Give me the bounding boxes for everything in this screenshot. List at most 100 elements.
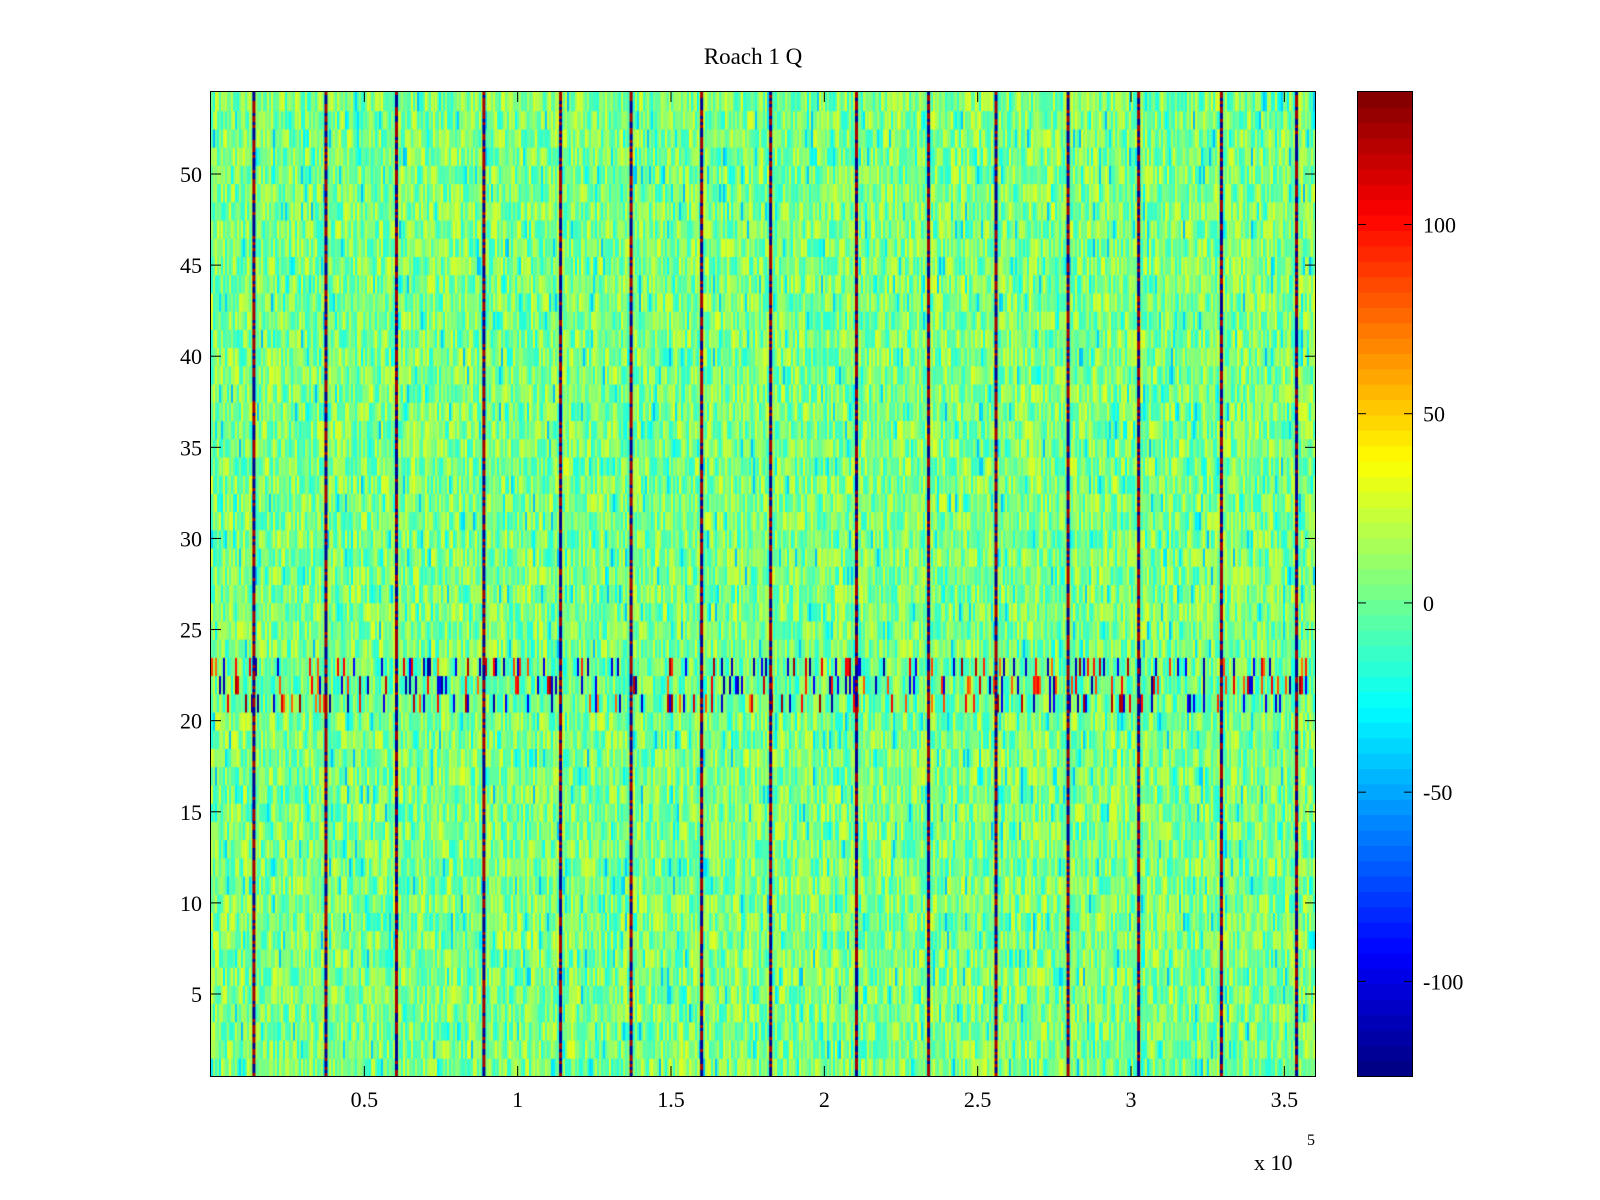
colorbar-tick-label: -100 [1423,969,1463,994]
colorbar-swatch [1358,184,1412,201]
y-tick-label: 15 [180,800,202,825]
colorbar-swatch [1358,891,1412,908]
x-axis-multiplier: x 10 5 [1254,1132,1315,1175]
colorbar-swatch [1358,876,1412,893]
colorbar-swatch [1358,168,1412,185]
x-tick-label: 2 [819,1087,830,1112]
plot-area: 0.5 1 1.5 2 2.5 3 3.5 5 10 15 20 25 30 35 40 45 50 [180,91,1316,1112]
colorbar-tick-label: 100 [1423,212,1456,237]
colorbar-swatch [1358,399,1412,416]
colorbar-swatch [1358,768,1412,785]
plot-frame [210,91,1316,1077]
colorbar-swatch [1358,430,1412,447]
colorbar-swatch [1358,107,1412,124]
x-tick-label: 3.5 [1271,1087,1299,1112]
colorbar-swatch [1358,491,1412,508]
y-tick-label: 45 [180,253,202,278]
x-tick-label: 1 [512,1087,523,1112]
colorbar-swatch [1358,737,1412,754]
colorbar-swatch [1358,584,1412,600]
colorbar-swatch [1358,276,1412,293]
colorbar-swatch [1358,215,1412,231]
colorbar-swatch [1358,122,1412,139]
colorbar-swatch [1358,1029,1412,1046]
colorbar-swatch [1358,476,1412,493]
colorbar-swatch [1358,799,1412,816]
x-tick-label: 1.5 [657,1087,685,1112]
x-tick-label: 3 [1126,1087,1137,1112]
colorbar-swatch [1358,568,1412,585]
colorbar-swatch [1358,630,1412,647]
colorbar-swatch [1358,1014,1412,1031]
x-tick-label: 0.5 [351,1087,379,1112]
colorbar-swatch [1358,384,1412,401]
colorbar-swatch [1358,291,1412,308]
colorbar-swatch [1358,906,1412,923]
colorbar-ticks: -100 -50 0 50 100 [1358,212,1463,994]
colorbar-swatch [1358,676,1412,693]
colorbar-swatch [1358,830,1412,846]
colorbar-swatch [1358,445,1412,462]
colorbar-swatch [1358,783,1412,800]
colorbar-swatch [1358,230,1412,247]
colorbar-swatch [1358,338,1412,354]
heatmap-raster [211,92,1315,1076]
colorbar-tick-label: 50 [1423,402,1445,427]
y-tick-label: 35 [180,435,202,460]
colorbar-swatch [1358,92,1412,108]
colorbar-swatch [1358,153,1412,170]
colorbar-swatch [1358,1060,1412,1077]
y-tick-label: 5 [191,982,202,1007]
y-tick-label: 50 [180,162,202,187]
colorbar-swatch [1358,983,1412,1000]
colorbar-swatch [1358,753,1412,770]
x-axis-ticks: 0.5 1 1.5 2 2.5 3 3.5 [351,92,1299,1112]
colorbar-swatch [1358,353,1412,370]
colorbar-swatch [1358,261,1412,278]
colorbar-swatch [1358,414,1412,431]
colorbar-swatch [1358,968,1412,985]
chart-title: Roach 1 Q [704,44,803,69]
colorbar-swatch [1358,660,1412,677]
colorbar-swatch [1358,1045,1412,1062]
colorbar-swatch [1358,461,1412,477]
colorbar-swatch [1358,953,1412,969]
y-tick-label: 30 [180,526,202,551]
colorbar-swatch [1358,845,1412,862]
colorbar-swatch [1358,599,1412,616]
colorbar-tick-label: 0 [1423,591,1434,616]
colorbar-swatch [1358,138,1412,155]
colorbar-swatch [1358,307,1412,324]
colorbar-swatch [1358,507,1412,524]
colorbar-swatch [1358,553,1412,570]
colorbar-swatch [1358,614,1412,631]
x-multiplier-base: x 10 [1254,1150,1293,1175]
colorbar-swatch [1358,645,1412,662]
x-multiplier-exponent: 5 [1307,1132,1315,1149]
y-tick-label: 40 [180,344,202,369]
colorbar-swatch [1358,722,1412,739]
colorbar-swatch [1358,814,1412,831]
colorbar-swatch [1358,691,1412,708]
y-tick-label: 10 [180,891,202,916]
colorbar-gradient [1358,92,1412,1077]
colorbar: -100 -50 0 50 100 [1357,91,1463,1077]
colorbar-frame [1357,91,1413,1077]
y-tick-label: 20 [180,709,202,734]
colorbar-swatch [1358,922,1412,939]
heatmap-cells [211,92,1315,1076]
colorbar-swatch [1358,860,1412,877]
colorbar-swatch [1358,368,1412,385]
colorbar-tick-label: -50 [1423,780,1452,805]
colorbar-swatch [1358,199,1412,216]
y-tick-label: 25 [180,618,202,643]
x-tick-label: 2.5 [964,1087,992,1112]
colorbar-swatch [1358,522,1412,539]
y-axis-ticks: 5 10 15 20 25 30 35 40 45 50 [180,162,1315,1007]
colorbar-swatch [1358,937,1412,954]
colorbar-swatch [1358,537,1412,554]
colorbar-swatch [1358,245,1412,262]
colorbar-swatch [1358,322,1412,339]
colorbar-swatch [1358,707,1412,723]
